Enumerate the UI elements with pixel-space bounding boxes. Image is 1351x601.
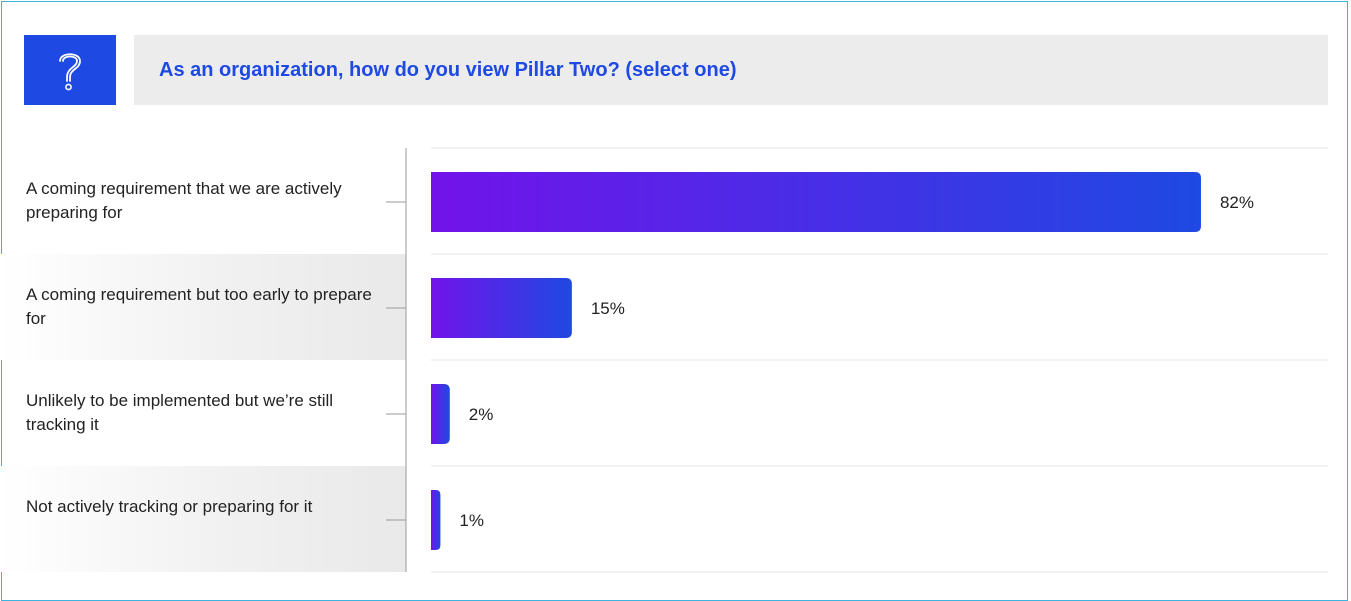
category-label: Unlikely to be implemented but we’re sti… — [26, 391, 334, 434]
category-label: A coming requirement that we are activel… — [26, 179, 342, 222]
chart-title-bar: As an organization, how do you view Pill… — [134, 35, 1328, 105]
bar — [431, 490, 441, 550]
data-label: 2% — [469, 405, 494, 424]
category-label: A coming requirement but too early to pr… — [26, 285, 372, 328]
category-label: Not actively tracking or preparing for i… — [26, 497, 313, 516]
label-band-2 — [0, 254, 406, 360]
question-mark-icon — [24, 35, 116, 105]
data-label: 1% — [459, 511, 484, 530]
bar — [431, 384, 450, 444]
bar — [431, 172, 1201, 232]
data-label: 82% — [1220, 193, 1254, 212]
data-label: 15% — [591, 299, 625, 318]
bar — [431, 278, 572, 338]
label-band-4 — [0, 466, 406, 572]
chart-title: As an organization, how do you view Pill… — [159, 58, 737, 81]
